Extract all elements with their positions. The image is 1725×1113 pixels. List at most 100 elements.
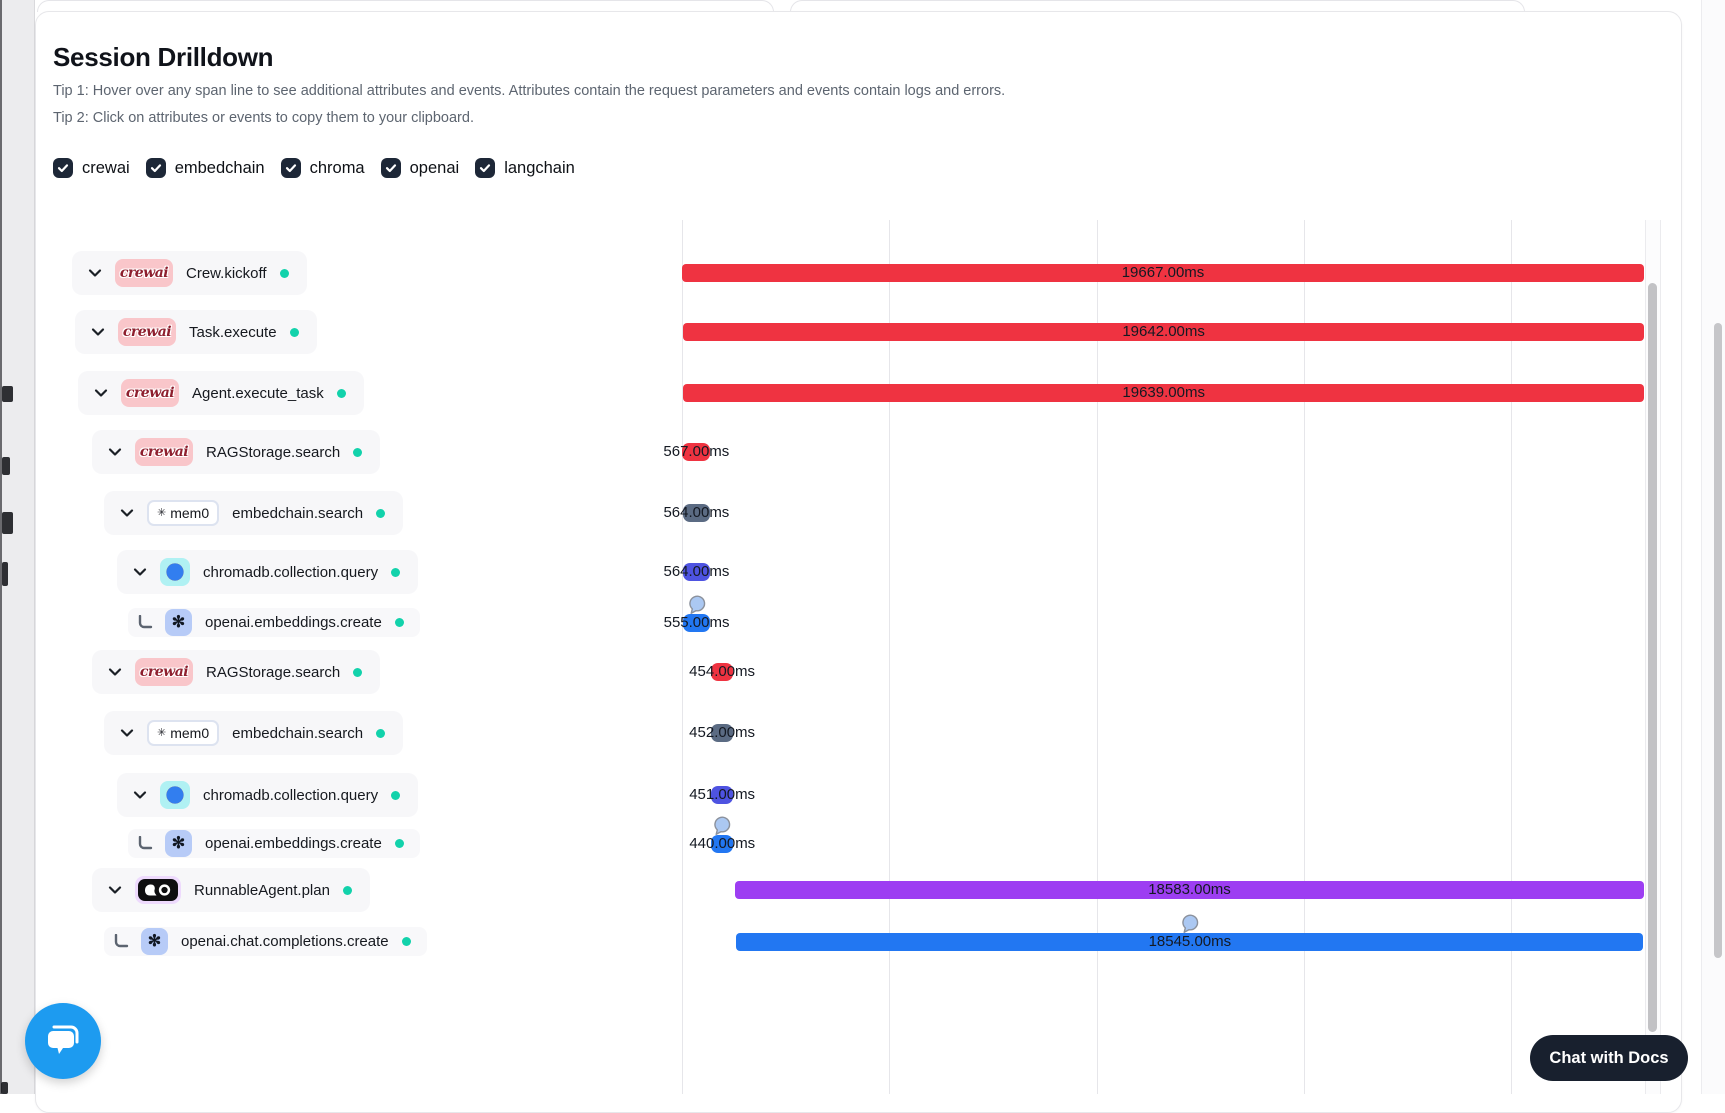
span-name: embedchain.search	[232, 724, 364, 742]
span-duration-bar[interactable]	[682, 264, 1644, 282]
status-dot	[376, 508, 386, 518]
span-row[interactable]: crewai ✳ Agent.execute_task	[78, 371, 364, 415]
langchain-logo	[135, 876, 181, 904]
span-duration-bar[interactable]	[711, 663, 734, 681]
span-row[interactable]: crewai ✳ Task.execute	[75, 310, 317, 354]
timeline-gridline	[682, 220, 683, 1094]
chevron-down-icon[interactable]	[106, 664, 124, 680]
library-filter-checkbox[interactable]: openai	[380, 158, 459, 178]
page-scrollbar-thumb[interactable]	[1714, 323, 1722, 958]
clipped-content-mark	[2, 386, 13, 402]
page-right-gutter	[1702, 0, 1725, 1094]
status-dot	[336, 388, 346, 398]
library-filter-checkbox[interactable]: langchain	[475, 158, 575, 178]
span-duration-label: 564.00ms	[663, 563, 730, 580]
span-row[interactable]: ✳ chromadb.collection.query	[117, 773, 419, 817]
event-bubble-icon[interactable]	[687, 595, 707, 614]
span-duration-bar[interactable]	[682, 563, 711, 581]
span-name: Task.execute	[189, 323, 277, 341]
tip-1: Tip 1: Hover over any span line to see a…	[53, 83, 1006, 99]
span-name: Agent.execute_task	[192, 384, 324, 402]
chevron-down-icon[interactable]	[106, 882, 124, 898]
status-dot	[376, 728, 386, 738]
span-name: RAGStorage.search	[206, 663, 341, 681]
library-filter-checkbox[interactable]: embedchain	[145, 158, 265, 178]
checkbox-checked-icon[interactable]	[475, 158, 496, 178]
chevron-down-icon[interactable]	[118, 725, 136, 741]
span-duration-bar[interactable]	[682, 504, 711, 522]
status-dot	[279, 268, 289, 278]
chat-bubbles-icon	[44, 1022, 82, 1061]
status-dot	[289, 327, 299, 337]
event-bubble-icon[interactable]	[712, 816, 732, 835]
mem0-logo: ✳ mem0	[147, 500, 220, 526]
span-name: Crew.kickoff	[186, 264, 267, 282]
span-duration-bar[interactable]	[735, 881, 1644, 899]
span-row[interactable]: crewai ✳ RAGStorage.search	[92, 650, 381, 694]
span-row[interactable]: ✳ ✻ openai.embeddings.create	[128, 608, 420, 637]
status-dot	[391, 567, 401, 577]
library-filter-label: crewai	[82, 158, 130, 177]
library-filter-checkbox[interactable]: crewai	[53, 158, 130, 178]
chat-widget-button[interactable]	[25, 1003, 101, 1079]
trace-scrollbar[interactable]	[1645, 220, 1661, 1094]
mem0-logo: ✳ mem0	[147, 720, 220, 746]
chat-with-docs-button[interactable]: Chat with Docs	[1530, 1035, 1688, 1081]
span-duration-bar[interactable]	[711, 724, 734, 742]
tree-elbow-icon	[136, 615, 154, 630]
crewai-logo: crewai	[115, 259, 173, 287]
span-duration-bar[interactable]	[682, 613, 711, 632]
span-row[interactable]: ✳ chromadb.collection.query	[117, 550, 419, 594]
span-duration-label: 452.00ms	[689, 724, 756, 741]
status-dot	[391, 790, 401, 800]
span-duration-label: 19642.00ms	[1122, 323, 1205, 340]
span-duration-label: 451.00ms	[689, 786, 756, 803]
clipped-content-mark	[1, 1082, 8, 1094]
span-duration-label: 18545.00ms	[1148, 932, 1232, 950]
timeline-gridline	[1097, 220, 1098, 1094]
span-row[interactable]: ✳ RunnableAgent.plan	[92, 868, 370, 912]
span-row[interactable]: ✳ mem0 embedchain.search	[104, 491, 404, 535]
tip-2: Tip 2: Click on attributes or events to …	[53, 110, 474, 126]
library-filter-checkbox[interactable]: chroma	[280, 158, 365, 178]
span-name: chromadb.collection.query	[203, 786, 379, 804]
span-duration-label: 19639.00ms	[1122, 384, 1205, 401]
chevron-down-icon[interactable]	[106, 444, 124, 460]
span-duration-label: 454.00ms	[689, 663, 756, 680]
span-duration-bar[interactable]	[682, 443, 711, 461]
chevron-down-icon[interactable]	[118, 505, 136, 521]
chevron-down-icon[interactable]	[89, 324, 107, 340]
span-row[interactable]: ✳ ✻ openai.embeddings.create	[128, 829, 420, 858]
span-duration-label: 18583.00ms	[1148, 881, 1231, 898]
checkbox-checked-icon[interactable]	[53, 158, 73, 178]
checkbox-checked-icon[interactable]	[380, 158, 401, 178]
span-name: openai.embeddings.create	[205, 614, 382, 631]
checkbox-checked-icon[interactable]	[280, 158, 301, 178]
span-duration-bar[interactable]	[711, 834, 733, 853]
span-row[interactable]: crewai ✳ Crew.kickoff	[72, 251, 307, 295]
chevron-down-icon[interactable]	[86, 265, 104, 281]
span-duration-bar[interactable]	[711, 786, 734, 804]
chevron-down-icon[interactable]	[131, 564, 149, 580]
span-duration-bar[interactable]	[683, 323, 1644, 341]
chevron-down-icon[interactable]	[131, 787, 149, 803]
clipped-content-mark	[2, 457, 10, 475]
status-dot	[394, 839, 404, 848]
span-row[interactable]: crewai ✳ RAGStorage.search	[92, 430, 381, 474]
status-dot	[394, 618, 404, 627]
crewai-logo: crewai	[118, 318, 176, 346]
checkbox-checked-icon[interactable]	[145, 158, 166, 178]
span-duration-bar[interactable]	[683, 384, 1644, 402]
span-row[interactable]: ✳ mem0 embedchain.search	[104, 711, 404, 755]
chevron-down-icon[interactable]	[92, 385, 110, 401]
span-duration-label: 19667.00ms	[1121, 264, 1205, 281]
tree-elbow-icon	[112, 934, 130, 949]
crewai-logo: crewai	[121, 379, 179, 407]
event-bubble-icon[interactable]	[1180, 914, 1200, 933]
span-name: openai.chat.completions.create	[181, 933, 389, 950]
span-duration-bar[interactable]	[736, 932, 1644, 951]
trace-scrollbar-thumb[interactable]	[1648, 283, 1657, 1032]
library-filter-row: crewai embedchain chroma openai langchai…	[53, 158, 575, 178]
library-filter-label: embedchain	[174, 158, 265, 177]
span-row[interactable]: ✳ ✻ openai.chat.completions.create	[104, 927, 427, 956]
